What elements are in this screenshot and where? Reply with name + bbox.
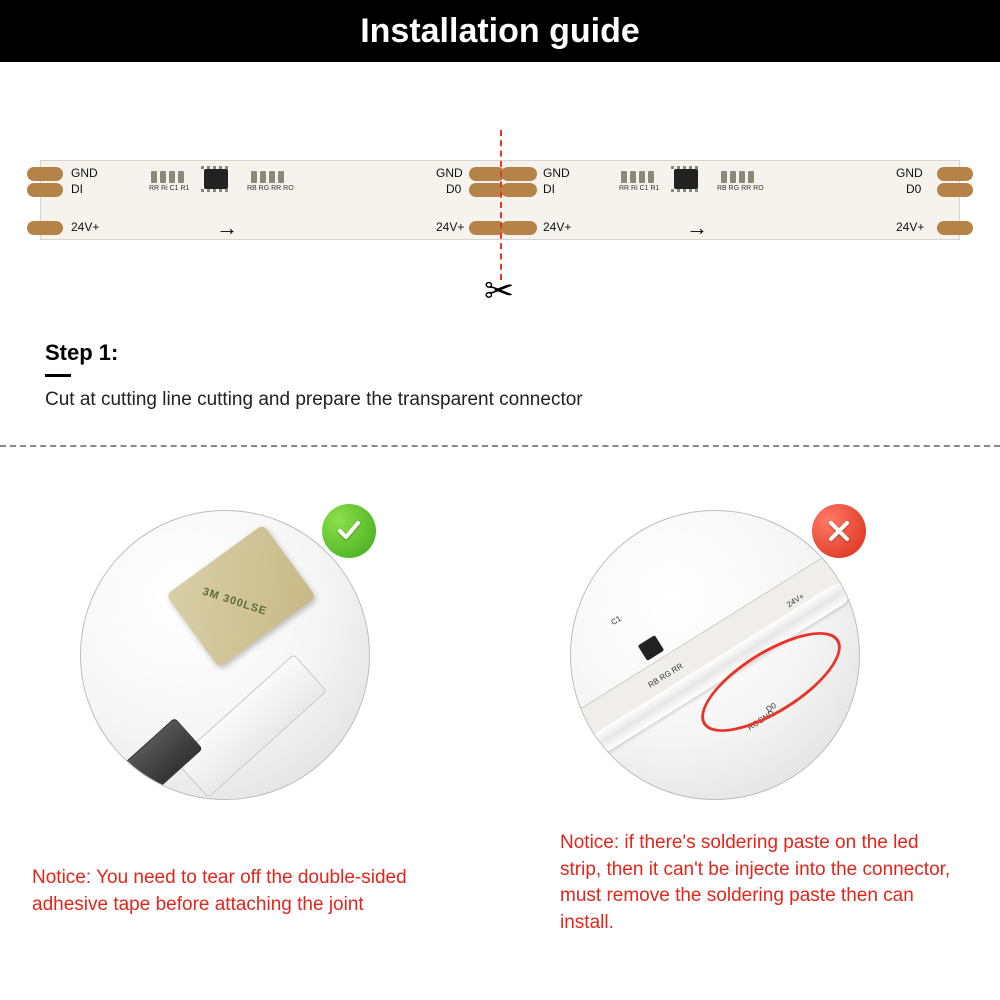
step-title: Step 1: [45,340,583,366]
section-divider [0,445,1000,447]
circle-image: C1 RB RG RR 24V+ D0 ROGND [570,510,860,800]
smd-label: RR Ri C1 R1 [149,185,189,192]
pad [501,221,537,235]
pad-label-gnd: GND [543,166,570,180]
smd-label: RB RG RR RO [247,185,294,192]
pad-label-24v: 24V+ [436,220,464,234]
circle-image: 3M 300LSE [80,510,370,800]
pad-label-24v: 24V+ [71,220,99,234]
notice-right: Notice: if there's soldering paste on th… [560,830,960,936]
connector [175,654,327,798]
pad-label-di: DI [543,182,555,196]
pad [937,167,973,181]
scissors-icon: ✂ [484,270,514,312]
header-bar: Installation guide [0,0,1000,62]
smd-group [151,171,184,183]
tape-text: 3M 300LSE [201,586,269,618]
pad [937,183,973,197]
connector-cap [115,718,203,800]
pad-label-24v: 24V+ [896,220,924,234]
smd-label: RB RG RR RO [717,185,764,192]
adhesive-tape: 3M 300LSE [166,524,316,667]
smd-label: RR Ri C1 R1 [619,185,659,192]
smd-group [721,171,754,183]
notice-left: Notice: You need to tear off the double-… [32,865,452,918]
check-badge-icon [322,504,376,558]
step-block: Step 1: Cut at cutting line cutting and … [45,340,583,411]
example-correct: 3M 300LSE [80,510,370,800]
pad [501,167,537,181]
smd-group [251,171,284,183]
pad-label-gnd: GND [71,166,98,180]
ic-chip [204,169,228,189]
pad [27,183,63,197]
page-title: Installation guide [360,12,640,51]
pad-label-d0: D0 [446,182,461,196]
smd-group [621,171,654,183]
pad-label-di: DI [71,182,83,196]
arrow-icon: → [216,215,238,241]
pad-label-d0: D0 [906,182,921,196]
example-incorrect: C1 RB RG RR 24V+ D0 ROGND [570,510,860,800]
step-underline [45,374,71,377]
pad [937,221,973,235]
pad-label-gnd: GND [896,166,923,180]
pad [27,167,63,181]
pad [501,183,537,197]
pad-label-gnd: GND [436,166,463,180]
ic-chip [674,169,698,189]
cut-line [500,130,502,280]
cross-badge-icon [812,504,866,558]
step-text: Cut at cutting line cutting and prepare … [45,389,583,411]
r-label: C1 [609,614,622,627]
pad [27,221,63,235]
arrow-icon: → [686,215,708,241]
pad-label-24v: 24V+ [543,220,571,234]
